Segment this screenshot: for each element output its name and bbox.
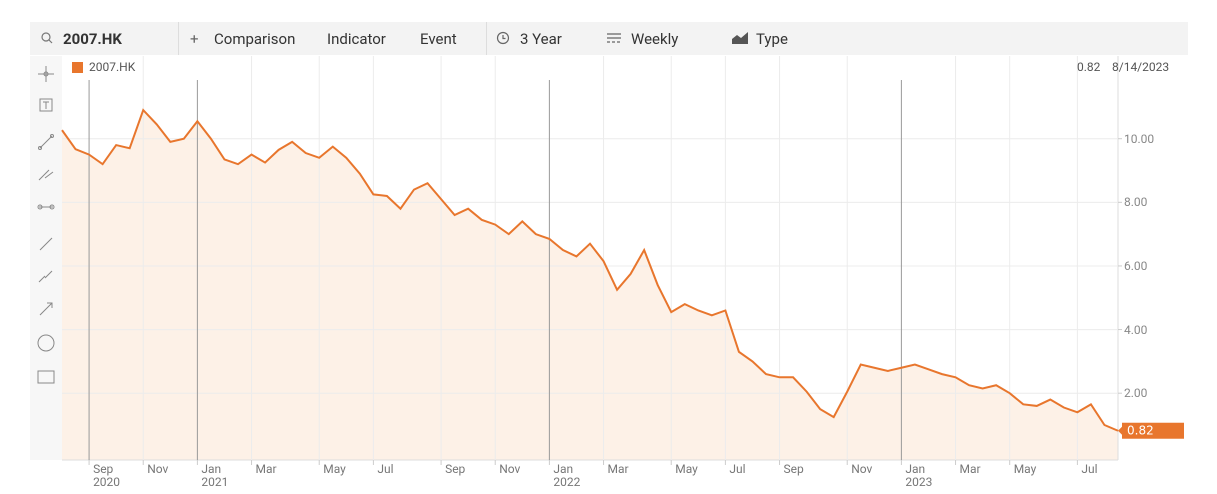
range-button[interactable]: 3 Year bbox=[520, 30, 562, 48]
clock-icon bbox=[496, 31, 510, 45]
x-tick-label: Sep bbox=[783, 462, 804, 476]
x-tick-label: Mar bbox=[255, 462, 277, 476]
area bbox=[62, 110, 1118, 461]
x-tick-label: Jul bbox=[729, 462, 746, 476]
x-tick-label: Nov bbox=[147, 462, 169, 476]
x-tick-label: May bbox=[323, 462, 346, 476]
x-tick-label: Jul bbox=[377, 462, 394, 476]
x-tick-label: Nov bbox=[499, 462, 521, 476]
circle-tool[interactable] bbox=[37, 334, 55, 352]
plus-icon: + bbox=[190, 30, 199, 48]
last-date: 8/14/2023 bbox=[1112, 60, 1170, 74]
hline-tool[interactable] bbox=[37, 204, 55, 210]
comparison-button[interactable]: Comparison bbox=[214, 30, 296, 48]
type-icon bbox=[732, 32, 748, 44]
x-tick-label: Mar bbox=[607, 462, 629, 476]
event-button[interactable]: Event bbox=[420, 30, 457, 48]
x-tick-label: Jul bbox=[1081, 462, 1098, 476]
separator bbox=[178, 22, 179, 55]
last-price-label: 0.82 bbox=[1127, 424, 1154, 438]
symbol-input[interactable]: 2007.HK bbox=[63, 30, 122, 48]
x-tick-label: Nov bbox=[851, 462, 873, 476]
last-value: 0.82 bbox=[1077, 60, 1101, 74]
y-tick-label: 2.00 bbox=[1124, 386, 1148, 401]
ray-tool[interactable] bbox=[39, 237, 53, 251]
last-price-pointer bbox=[1118, 425, 1123, 436]
legend-swatch bbox=[72, 62, 83, 73]
type-button[interactable]: Type bbox=[756, 30, 788, 48]
drawing-toolbar bbox=[30, 56, 62, 460]
fib-tool[interactable] bbox=[38, 169, 54, 181]
y-tick-label: 10.00 bbox=[1124, 131, 1155, 146]
interval-icon bbox=[607, 33, 621, 43]
y-tick-label: 8.00 bbox=[1124, 195, 1148, 210]
y-tick-label: 4.00 bbox=[1124, 322, 1148, 337]
rect-tool[interactable] bbox=[37, 370, 55, 384]
text-tool[interactable] bbox=[39, 98, 53, 112]
arrow-tool[interactable] bbox=[39, 302, 53, 316]
x-tick-label: Jan 2023 bbox=[905, 462, 933, 489]
crosshair-tool[interactable] bbox=[38, 66, 54, 82]
x-tick-label: May bbox=[675, 462, 698, 476]
x-tick-label: Mar bbox=[959, 462, 981, 476]
x-tick-label: May bbox=[1013, 462, 1037, 476]
separator bbox=[486, 22, 487, 55]
price-line bbox=[61, 108, 1119, 432]
last-price-tag bbox=[1122, 422, 1184, 439]
channel-tool[interactable] bbox=[38, 270, 53, 283]
drawing-tools bbox=[37, 66, 55, 384]
x-tick-label: Jan 2022 bbox=[553, 462, 581, 489]
x-tick-label: Jan 2021 bbox=[201, 462, 229, 489]
y-tick-label: 6.00 bbox=[1124, 258, 1148, 273]
search-icon bbox=[41, 32, 53, 44]
legend-label: 2007.HK bbox=[89, 60, 136, 74]
x-tick-label: Sep bbox=[445, 462, 466, 476]
indicator-button[interactable]: Indicator bbox=[327, 30, 386, 48]
line-tool[interactable] bbox=[38, 134, 54, 150]
interval-button[interactable]: Weekly bbox=[631, 30, 679, 48]
x-tick-label: Sep 2020 bbox=[93, 462, 121, 489]
